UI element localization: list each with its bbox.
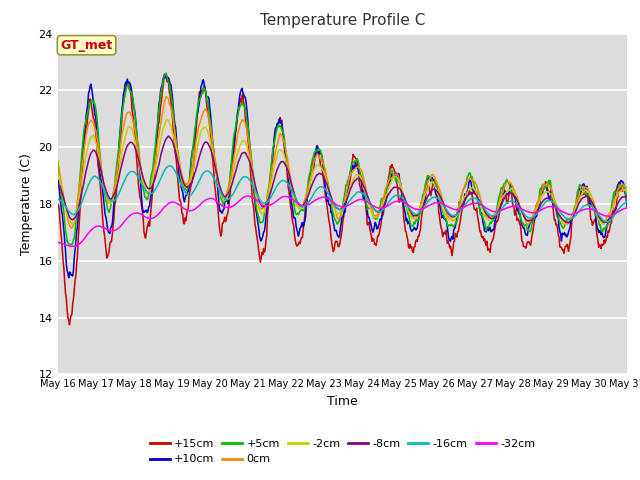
-32cm bbox=[413, 206, 421, 212]
0cm bbox=[413, 214, 421, 220]
Line: -32cm: -32cm bbox=[58, 196, 627, 246]
-8cm bbox=[64, 210, 72, 216]
X-axis label: Time: Time bbox=[327, 395, 358, 408]
-2cm bbox=[123, 129, 131, 135]
+5cm bbox=[212, 167, 220, 173]
-32cm bbox=[244, 193, 252, 199]
+15cm bbox=[163, 71, 170, 76]
+5cm bbox=[182, 187, 190, 192]
-16cm bbox=[211, 178, 219, 184]
+5cm bbox=[163, 71, 170, 76]
-32cm bbox=[430, 200, 438, 206]
-8cm bbox=[54, 181, 61, 187]
+15cm bbox=[430, 177, 438, 182]
+5cm bbox=[64, 240, 72, 246]
+10cm bbox=[623, 205, 631, 211]
+10cm bbox=[64, 270, 72, 276]
-16cm bbox=[54, 196, 61, 202]
+10cm bbox=[182, 192, 190, 198]
-16cm bbox=[123, 173, 131, 179]
-8cm bbox=[429, 187, 437, 192]
Line: +15cm: +15cm bbox=[58, 73, 627, 325]
Text: GT_met: GT_met bbox=[60, 39, 113, 52]
-16cm bbox=[602, 219, 610, 225]
+15cm bbox=[182, 217, 190, 223]
Line: +5cm: +5cm bbox=[58, 73, 627, 245]
-2cm bbox=[181, 185, 189, 191]
+15cm bbox=[623, 200, 631, 205]
Legend: +15cm, +10cm, +5cm, 0cm, -2cm, -8cm, -16cm, -32cm: +15cm, +10cm, +5cm, 0cm, -2cm, -8cm, -16… bbox=[145, 434, 540, 469]
0cm bbox=[212, 163, 220, 168]
0cm bbox=[430, 173, 438, 179]
+10cm bbox=[161, 72, 168, 77]
Y-axis label: Temperature (C): Temperature (C) bbox=[20, 153, 33, 255]
-2cm bbox=[561, 222, 569, 228]
-16cm bbox=[623, 199, 631, 205]
-32cm bbox=[211, 197, 219, 203]
-2cm bbox=[54, 171, 61, 177]
+15cm bbox=[66, 322, 74, 328]
+5cm bbox=[623, 198, 631, 204]
-8cm bbox=[181, 183, 189, 189]
+15cm bbox=[124, 78, 131, 84]
-2cm bbox=[64, 214, 72, 219]
+5cm bbox=[430, 179, 438, 184]
0cm bbox=[67, 225, 75, 231]
+10cm bbox=[413, 225, 421, 230]
0cm bbox=[182, 181, 190, 187]
-2cm bbox=[413, 215, 420, 220]
Title: Temperature Profile C: Temperature Profile C bbox=[260, 13, 425, 28]
-32cm bbox=[70, 243, 77, 249]
-2cm bbox=[163, 117, 171, 122]
Line: 0cm: 0cm bbox=[58, 97, 627, 228]
+10cm bbox=[212, 165, 220, 171]
-2cm bbox=[429, 180, 437, 185]
+15cm bbox=[64, 314, 72, 320]
-16cm bbox=[181, 189, 189, 195]
-8cm bbox=[623, 193, 631, 199]
+10cm bbox=[124, 76, 131, 82]
+10cm bbox=[65, 275, 72, 281]
-8cm bbox=[123, 144, 131, 150]
Line: +10cm: +10cm bbox=[58, 74, 627, 278]
-16cm bbox=[413, 211, 420, 217]
-2cm bbox=[211, 166, 219, 171]
0cm bbox=[163, 94, 170, 100]
+10cm bbox=[54, 177, 61, 183]
0cm bbox=[124, 110, 131, 116]
-8cm bbox=[164, 133, 172, 139]
Line: -2cm: -2cm bbox=[58, 120, 627, 225]
+15cm bbox=[413, 239, 421, 244]
+5cm bbox=[124, 83, 131, 89]
-32cm bbox=[54, 240, 61, 245]
+5cm bbox=[54, 157, 61, 163]
+15cm bbox=[212, 194, 220, 200]
-16cm bbox=[429, 195, 437, 201]
Line: -8cm: -8cm bbox=[58, 136, 627, 223]
-16cm bbox=[64, 207, 72, 213]
-32cm bbox=[623, 205, 631, 211]
Line: -16cm: -16cm bbox=[58, 166, 627, 222]
-8cm bbox=[211, 164, 219, 170]
0cm bbox=[623, 184, 631, 190]
+5cm bbox=[68, 242, 76, 248]
-2cm bbox=[623, 188, 631, 194]
+5cm bbox=[413, 218, 421, 224]
0cm bbox=[64, 217, 72, 223]
0cm bbox=[54, 160, 61, 166]
-8cm bbox=[564, 220, 572, 226]
-16cm bbox=[166, 163, 174, 168]
+15cm bbox=[54, 201, 61, 207]
-8cm bbox=[413, 213, 420, 218]
-32cm bbox=[64, 242, 72, 248]
-32cm bbox=[181, 206, 189, 212]
-32cm bbox=[124, 215, 131, 221]
+10cm bbox=[430, 179, 438, 184]
